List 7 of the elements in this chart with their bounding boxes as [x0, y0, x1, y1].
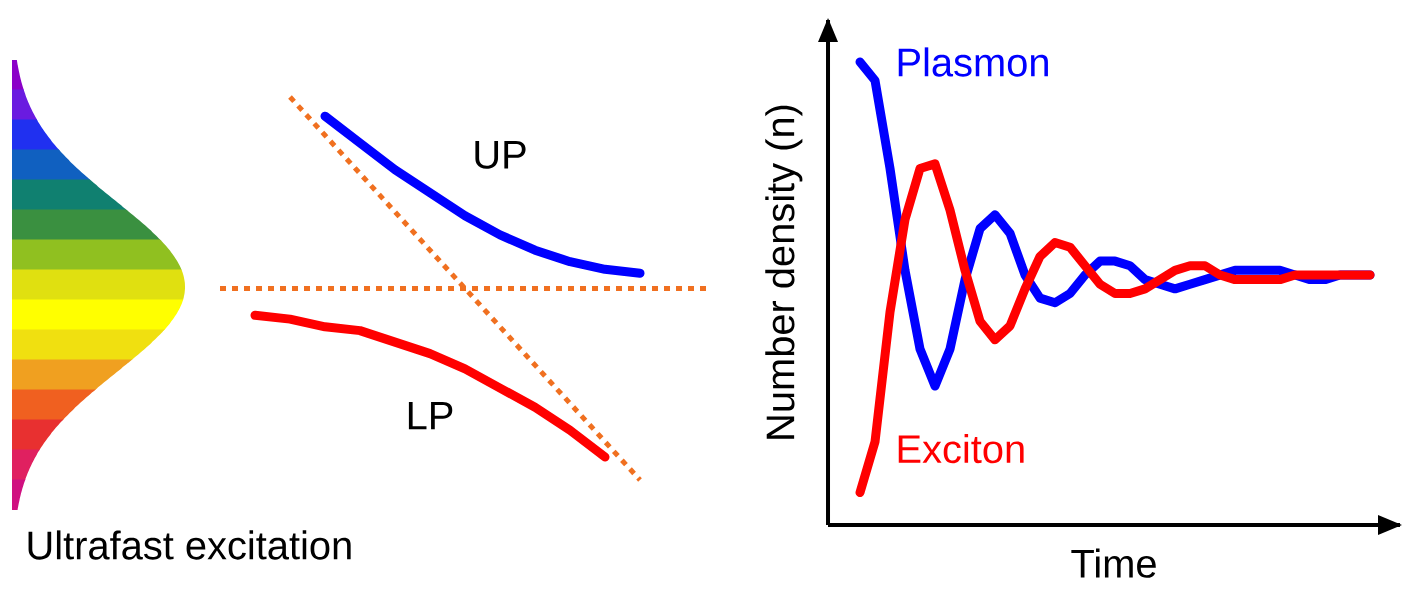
x-axis-title: Time: [1071, 548, 1156, 578]
series-label: Exciton: [898, 433, 1024, 464]
text: Ultrafast excitation: [28, 530, 351, 560]
y-axis-title: Number density (n): [765, 105, 803, 439]
series-label: UP: [475, 140, 526, 169]
series-label: LP: [408, 401, 453, 430]
series-label: Plasmon: [898, 47, 1048, 77]
